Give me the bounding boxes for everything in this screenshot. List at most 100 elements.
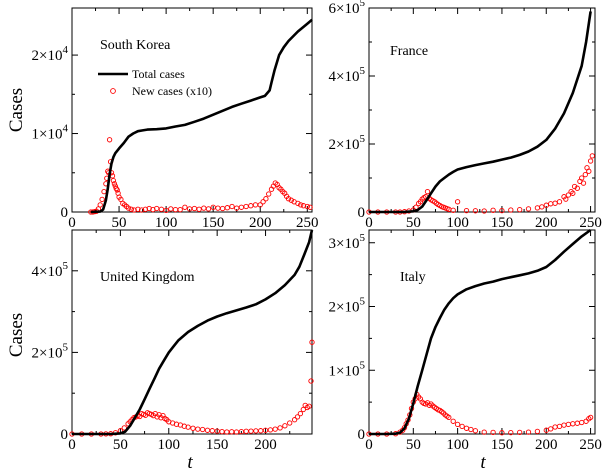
- new-cases-point: [308, 378, 314, 384]
- x-tick-label: 50: [113, 437, 128, 453]
- new-cases-point: [563, 196, 569, 202]
- new-cases-point: [219, 205, 226, 212]
- new-cases-point: [304, 203, 310, 210]
- panel-italy: 0 50 100 150 200 250 0 1×105 2×105 3×105 Italy t: [329, 228, 602, 473]
- new-cases-point: [552, 200, 558, 206]
- x-tick-label: 150: [491, 437, 514, 453]
- new-cases-point: [556, 423, 563, 430]
- y-tick-label: 2×105: [32, 341, 69, 361]
- new-cases-point: [204, 427, 211, 433]
- new-cases-point: [517, 206, 523, 213]
- new-cases-point: [587, 414, 594, 421]
- new-cases-point: [142, 206, 149, 212]
- new-cases-point: [534, 428, 541, 435]
- x-tick-label: 200: [535, 215, 558, 231]
- x-tick-label: 50: [112, 215, 127, 231]
- y-tick-label: 0: [61, 427, 69, 443]
- new-cases-point: [565, 421, 572, 428]
- new-cases-point: [172, 206, 179, 213]
- new-cases-point: [277, 425, 283, 431]
- new-cases-point: [267, 427, 274, 433]
- new-cases-point: [525, 206, 532, 212]
- new-cases-point: [499, 430, 505, 436]
- new-cases-point: [128, 206, 134, 212]
- new-cases-point: [287, 420, 293, 426]
- new-cases-point: [481, 429, 487, 435]
- new-cases-point: [272, 426, 278, 432]
- new-cases-point: [582, 171, 588, 178]
- new-cases-point: [205, 206, 212, 212]
- legend-new-swatch: [110, 88, 116, 94]
- panel-south-korea: 0 50 100 150 200 250 0 1×104 2×104 South Korea C…: [6, 7, 319, 231]
- panel-title: South Korea: [100, 38, 171, 53]
- x-tick-label: 250: [579, 215, 602, 231]
- new-cases-point: [163, 207, 169, 214]
- new-cases-point: [138, 207, 145, 213]
- x-tick-label: 250: [579, 437, 602, 453]
- new-cases-point: [233, 429, 240, 435]
- new-cases-point: [285, 196, 292, 202]
- new-cases-point: [248, 203, 254, 209]
- x-tick-label: 0: [68, 437, 76, 453]
- y-tick-label: 4×105: [32, 260, 69, 280]
- new-cases-point: [135, 206, 141, 212]
- new-cases-point: [229, 429, 235, 435]
- y-tick-label: 2×105: [329, 133, 366, 153]
- plot-frame: [71, 229, 313, 435]
- x-tick-label: 100: [155, 215, 178, 231]
- new-cases-point: [224, 205, 230, 211]
- new-cases-point: [481, 208, 487, 214]
- new-cases-point: [574, 185, 580, 191]
- new-cases-point: [508, 429, 514, 436]
- new-cases-point: [579, 419, 585, 426]
- y-tick-label: 1×104: [32, 123, 69, 143]
- new-cases-point: [574, 420, 580, 426]
- new-cases-point: [125, 205, 132, 211]
- plot-frame: [368, 7, 596, 213]
- plot-frame: [71, 7, 313, 213]
- y-axis-label: Cases: [6, 88, 27, 132]
- y-tick-label: 1×105: [329, 359, 366, 379]
- new-cases-point: [260, 199, 266, 205]
- new-cases-point: [472, 428, 479, 434]
- panel-title: France: [390, 44, 428, 59]
- new-cases-point: [190, 425, 196, 431]
- new-cases-point: [508, 207, 514, 213]
- x-tick-label: 0: [365, 215, 373, 231]
- new-cases-point: [182, 204, 188, 210]
- legend-new-label: New cases (x10): [132, 84, 212, 98]
- new-cases-point: [168, 206, 174, 212]
- new-cases-point: [579, 175, 585, 181]
- new-cases-point: [490, 429, 496, 436]
- x-tick-label: 50: [406, 215, 421, 231]
- y-tick-label: 2×105: [329, 296, 366, 316]
- new-cases-point: [459, 423, 465, 430]
- new-cases-point: [580, 180, 587, 186]
- y-tick-label: 4×105: [329, 65, 366, 85]
- new-cases-point: [568, 188, 574, 195]
- x-tick-label: 200: [254, 437, 277, 453]
- new-cases-point: [561, 422, 567, 428]
- new-cases-point: [131, 207, 137, 213]
- total-cases-line: [369, 228, 592, 436]
- plot-frame: [368, 229, 596, 435]
- new-cases-point: [517, 429, 523, 436]
- new-cases-point: [490, 207, 496, 213]
- new-cases-point: [97, 202, 103, 208]
- new-cases-point: [525, 429, 532, 435]
- new-cases-point: [257, 202, 263, 208]
- x-tick-label: 0: [68, 215, 76, 231]
- x-tick-label: 150: [491, 215, 514, 231]
- total-cases-line: [72, 229, 314, 436]
- new-cases-point: [565, 192, 572, 198]
- new-cases-point: [583, 418, 589, 424]
- new-cases-point: [224, 429, 230, 435]
- new-cases-point: [201, 205, 207, 211]
- new-cases-point: [450, 207, 456, 213]
- new-cases-point: [570, 421, 576, 427]
- x-tick-label: 250: [296, 215, 319, 231]
- new-cases-point: [253, 428, 259, 434]
- new-cases-point: [463, 425, 470, 431]
- new-cases-point: [468, 426, 474, 433]
